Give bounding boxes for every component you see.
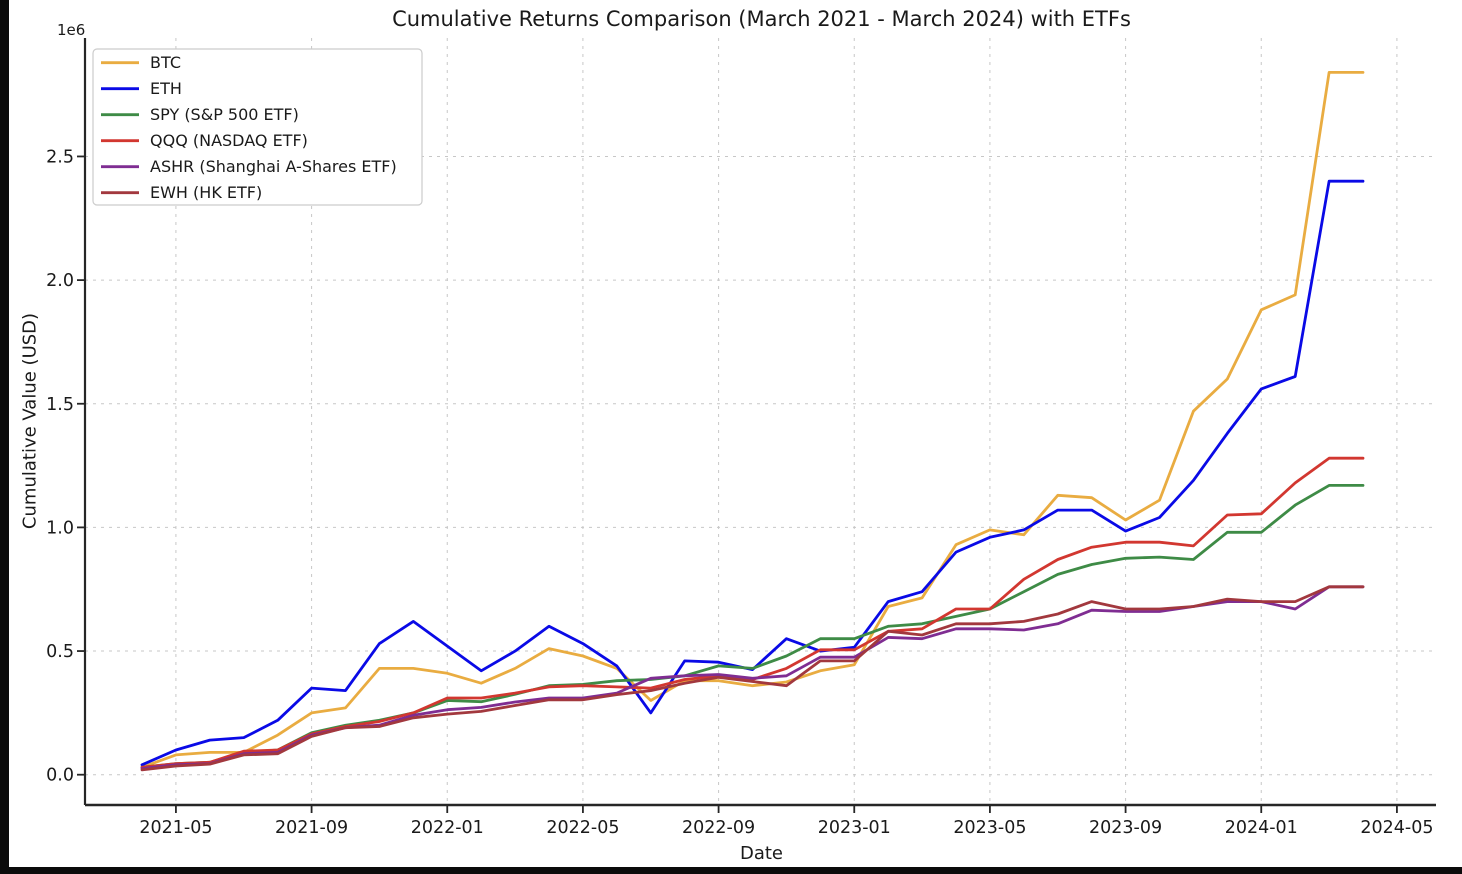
x-tick-label-2024-05: 2024-05 (1360, 818, 1433, 838)
x-tick-label-2021-05: 2021-05 (139, 818, 212, 838)
legend-label-ETH: ETH (150, 79, 182, 98)
x-tick-label-2023-01: 2023-01 (818, 818, 891, 838)
y-tick-label-0.0: 0.0 (46, 766, 74, 786)
legend-label-SPY: SPY (S&P 500 ETF) (150, 105, 299, 124)
legend-label-BTC: BTC (150, 53, 181, 72)
x-tick-label-2022-01: 2022-01 (411, 818, 484, 838)
series-line-BTC (140, 71, 1365, 769)
legend-label-QQQ: QQQ (NASDAQ ETF) (150, 131, 308, 150)
y-tick-label-0.5: 0.5 (46, 642, 74, 662)
legend-box (92, 48, 423, 206)
legend-label-EWH: EWH (HK ETF) (150, 183, 262, 202)
x-tick-label-2023-09: 2023-09 (1089, 818, 1162, 838)
y-tick-label-2.5: 2.5 (46, 147, 74, 167)
x-tick-label-2022-05: 2022-05 (546, 818, 619, 838)
x-tick-label-2023-05: 2023-05 (953, 818, 1026, 838)
x-tick-label-2021-09: 2021-09 (275, 818, 348, 838)
y-tick-label-2.0: 2.0 (46, 271, 74, 291)
y-tick-label-1.0: 1.0 (46, 518, 74, 538)
series-line-EWH (140, 585, 1365, 772)
x-tick-label-2024-01: 2024-01 (1225, 818, 1298, 838)
y-tick-label-1.5: 1.5 (46, 395, 74, 415)
legend-label-ASHR: ASHR (Shanghai A-Shares ETF) (150, 157, 397, 176)
x-tick-label-2022-09: 2022-09 (682, 818, 755, 838)
